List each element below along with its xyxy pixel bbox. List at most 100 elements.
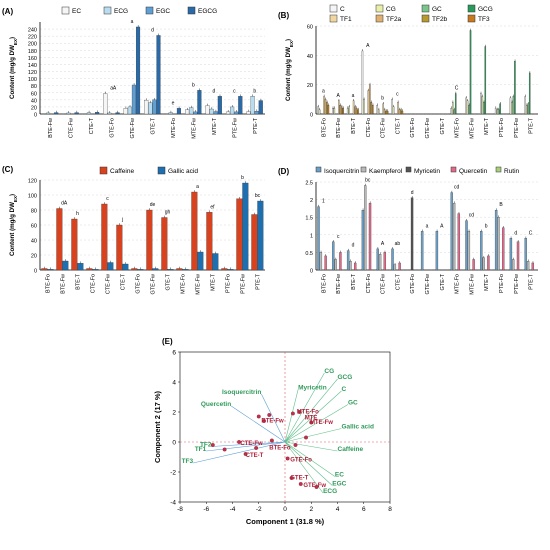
bar: [397, 102, 399, 115]
x-tick-label: GTE-T: [440, 117, 446, 134]
bar: [385, 110, 387, 115]
y-tick-label: 4: [172, 380, 176, 387]
bar: [209, 108, 214, 115]
bar: [496, 109, 498, 115]
x-tick-label: BTE-T: [351, 273, 357, 290]
x-tick-label: GTE-T: [166, 273, 172, 290]
bar: [333, 107, 336, 115]
bar: [86, 112, 91, 115]
sample-label: GTE-T: [290, 476, 308, 482]
bar: [257, 200, 264, 271]
x-tick-label: MTE-Fo: [455, 274, 461, 294]
x-tick-label: GTE-Fo: [410, 274, 416, 294]
bar: [107, 112, 112, 115]
bar: [62, 260, 69, 271]
legend-swatch: [103, 6, 112, 15]
legend-swatch: [375, 4, 384, 13]
bar: [92, 269, 99, 271]
legend-swatch: [405, 166, 412, 173]
loading-vector: [231, 405, 286, 443]
bar: [193, 111, 198, 115]
x-tick-label: CTE-T: [395, 117, 401, 134]
bar: [511, 102, 513, 115]
bar: [398, 262, 401, 271]
data-point: [309, 420, 314, 425]
x-tick-label: CTE-Fo: [91, 274, 97, 293]
bar: [386, 110, 389, 115]
bar: [361, 50, 364, 115]
y-axis-label-close: ): [285, 39, 292, 41]
x-tick-label: CTE-Fw: [106, 274, 112, 294]
loading-vector: [284, 378, 338, 443]
bar: [324, 99, 327, 115]
legend-label: Isoquercitrin: [324, 168, 360, 175]
legend-label: ECG: [114, 8, 128, 15]
y-axis-label-close: ): [9, 37, 16, 39]
x-tick-label: BTE-Fo: [321, 274, 327, 293]
x-tick-label: -8: [177, 506, 183, 513]
annotation-letter: d: [514, 230, 517, 236]
bar: [392, 106, 395, 115]
annotation-letter: e: [172, 100, 175, 106]
bar: [341, 106, 343, 115]
legend-swatch: [99, 166, 108, 175]
bar: [450, 107, 453, 115]
sample-label: GTE-Fo: [290, 458, 312, 464]
y-tick-label: 120: [28, 70, 37, 76]
annotation-letter: d: [212, 88, 215, 94]
y-tick-label: -2: [170, 470, 176, 477]
annotation-letter: a: [196, 184, 199, 190]
bar: [512, 96, 515, 115]
bar: [382, 103, 384, 115]
bar: [472, 259, 475, 271]
x-tick-label: -2: [256, 506, 262, 513]
bar: [234, 111, 239, 115]
bar: [197, 251, 204, 271]
bar: [465, 97, 467, 115]
y-tick-label: 180: [28, 49, 37, 55]
bar: [376, 105, 379, 115]
bar: [452, 202, 456, 271]
bar: [77, 263, 84, 271]
bar: [435, 231, 439, 271]
panel-label: (A): [2, 7, 13, 16]
x-tick-label: PTE-Fw: [514, 118, 520, 138]
x-tick-label: MTE-T: [484, 117, 490, 134]
data-point: [285, 456, 290, 461]
bar: [346, 107, 349, 115]
bar: [352, 100, 355, 115]
annotation-letter: b: [192, 82, 195, 88]
bar: [378, 109, 380, 115]
legend-label: GCG: [478, 6, 493, 13]
x-tick-label: MTE-Fo: [171, 118, 177, 138]
annotation-letter: A: [381, 241, 385, 247]
x-tick-label: CTE-Fo: [366, 118, 372, 137]
bar: [86, 268, 93, 271]
y-axis-label: Content (mg/g DWEX): [9, 194, 18, 256]
sample-label: MTE: [305, 416, 318, 422]
loading-vector: [211, 441, 286, 447]
y-axis-label-text: Content (mg/g DW: [9, 45, 16, 99]
panel-e: (E) -8 -6 -4 -2 0 2 4 6 8 -4 -2 0 2 4 6 Component 1 (31.…: [153, 337, 392, 526]
annotation-letter: ef: [210, 204, 215, 210]
annotation-letter: c: [396, 91, 399, 97]
bar: [251, 214, 258, 271]
bar: [481, 96, 484, 115]
x-tick-label: CTE-Fw: [381, 118, 387, 138]
bar: [176, 108, 181, 115]
bar: [482, 257, 485, 271]
data-point: [237, 440, 242, 444]
panel-label: (C): [2, 165, 13, 174]
legend-swatch: [157, 166, 166, 175]
bar: [468, 105, 470, 115]
legend-label: TF3: [478, 16, 490, 23]
bar: [217, 96, 222, 115]
y-tick-label: 240: [28, 28, 37, 34]
annotation-letter: c: [233, 88, 236, 94]
loading-label: Isoquercitrin: [222, 389, 261, 396]
sample-label: BTE-Fw: [261, 419, 284, 425]
x-tick-label: GTE-Fo: [410, 118, 416, 138]
legend-label: EC: [72, 8, 81, 15]
annotation-letter: d: [151, 27, 154, 33]
bar: [391, 248, 394, 271]
